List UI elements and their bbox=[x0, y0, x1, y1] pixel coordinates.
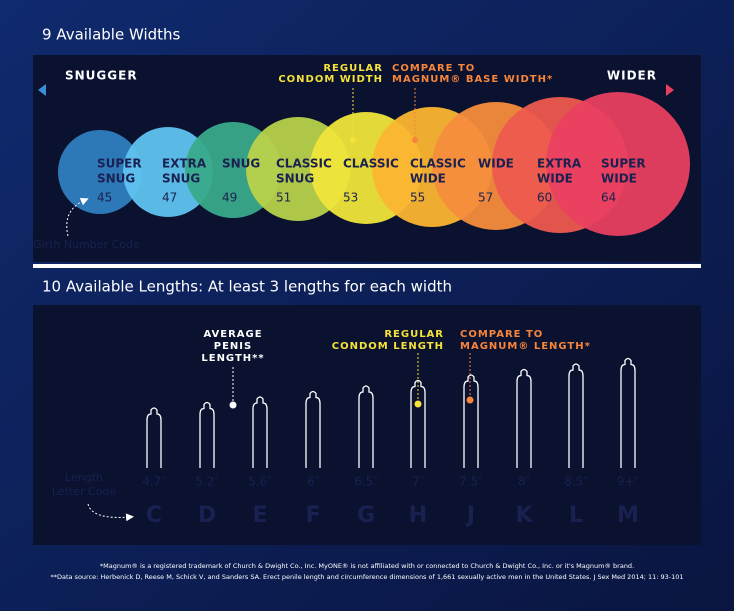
length-value: 6.5″ bbox=[354, 475, 378, 489]
divider bbox=[33, 264, 701, 268]
width-circle bbox=[58, 130, 142, 214]
condom bbox=[358, 385, 374, 468]
label: AVERAGE bbox=[203, 329, 262, 340]
width-code: 51 bbox=[276, 191, 291, 205]
width-name: SNUG bbox=[276, 172, 314, 186]
condom bbox=[463, 374, 479, 468]
code-arrow bbox=[66, 197, 89, 237]
pointer-dot bbox=[229, 401, 237, 409]
width-name: WIDE bbox=[601, 172, 637, 186]
condom bbox=[620, 357, 636, 468]
section-title: 10 Available Lengths: At least 3 lengths… bbox=[42, 278, 452, 296]
label: REGULAR bbox=[384, 329, 444, 340]
condom bbox=[252, 396, 268, 468]
pointer-dot bbox=[466, 396, 474, 404]
length-code: M bbox=[617, 503, 639, 528]
width-name: WIDE bbox=[478, 157, 514, 171]
axis-label: SNUGGER bbox=[65, 69, 138, 83]
width-code: 47 bbox=[162, 191, 177, 205]
label: PENIS bbox=[214, 341, 252, 352]
width-code: 55 bbox=[410, 191, 425, 205]
section-title: 9 Available Widths bbox=[42, 26, 181, 44]
pointer-dot bbox=[350, 137, 356, 143]
length-value: 5.6″ bbox=[248, 475, 272, 489]
width-name: SNUG bbox=[162, 172, 200, 186]
condom bbox=[568, 363, 584, 468]
label: MAGNUM® LENGTH* bbox=[460, 341, 591, 352]
lengths-panel bbox=[33, 305, 701, 545]
width-name: SUPER bbox=[97, 157, 142, 171]
length-value: 4.7″ bbox=[142, 475, 166, 489]
width-circle bbox=[546, 92, 690, 236]
length-code: D bbox=[198, 503, 216, 528]
condom bbox=[199, 401, 215, 468]
label: COMPARE TO bbox=[460, 329, 543, 340]
length-code: H bbox=[409, 503, 427, 528]
width-code: 49 bbox=[222, 191, 237, 205]
width-name: CLASSIC bbox=[343, 157, 399, 171]
label: REGULAR bbox=[323, 63, 383, 74]
condom bbox=[516, 368, 532, 468]
width-name: EXTRA bbox=[162, 157, 207, 171]
width-name: SUPER bbox=[601, 157, 646, 171]
pointer-dot bbox=[412, 137, 418, 143]
length-code: K bbox=[515, 503, 533, 528]
label: MAGNUM® BASE WIDTH* bbox=[392, 74, 553, 85]
length-value: 7″ bbox=[412, 475, 425, 489]
label: COMPARE TO bbox=[392, 63, 475, 74]
axis-label: WIDER bbox=[607, 69, 657, 83]
length-value: 8″ bbox=[518, 475, 531, 489]
width-name: EXTRA bbox=[537, 157, 582, 171]
condom bbox=[305, 390, 321, 468]
code-arrow bbox=[87, 503, 134, 522]
length-code: G bbox=[357, 503, 375, 528]
length-code: F bbox=[305, 503, 320, 528]
width-code: 64 bbox=[601, 191, 616, 205]
length-code: J bbox=[465, 503, 475, 528]
condom bbox=[146, 407, 162, 468]
length-code: L bbox=[569, 503, 583, 528]
width-name: CLASSIC bbox=[410, 157, 466, 171]
condom bbox=[410, 379, 426, 468]
width-name: WIDE bbox=[410, 172, 446, 186]
length-code: E bbox=[252, 503, 267, 528]
length-value: 7.5″ bbox=[459, 475, 483, 489]
code-label: Letter Code bbox=[52, 485, 117, 498]
label: CONDOM WIDTH bbox=[278, 74, 383, 85]
pointer-dot bbox=[414, 400, 422, 408]
width-code: 60 bbox=[537, 191, 552, 205]
width-code: 45 bbox=[97, 191, 112, 205]
length-value: 8.5″ bbox=[564, 475, 588, 489]
width-name: SNUG bbox=[222, 157, 260, 171]
length-value: 6″ bbox=[307, 475, 320, 489]
footnote: **Data source: Herbenick D, Reese M, Sch… bbox=[50, 573, 683, 581]
width-code: 57 bbox=[478, 191, 493, 205]
arrow-head bbox=[38, 84, 46, 96]
label: CONDOM LENGTH bbox=[332, 341, 444, 352]
width-name: WIDE bbox=[537, 172, 573, 186]
code-label: Length bbox=[65, 471, 103, 484]
length-value: 9+″ bbox=[617, 475, 640, 489]
length-value: 5.2″ bbox=[195, 475, 219, 489]
code-label: Girth Number Code bbox=[33, 238, 140, 251]
width-name: CLASSIC bbox=[276, 157, 332, 171]
width-code: 53 bbox=[343, 191, 358, 205]
label: LENGTH** bbox=[201, 353, 264, 364]
width-name: SNUG bbox=[97, 172, 135, 186]
arrow-head bbox=[666, 84, 674, 96]
length-code: C bbox=[146, 503, 162, 528]
footnote: *Magnum® is a registered trademark of Ch… bbox=[100, 562, 634, 570]
